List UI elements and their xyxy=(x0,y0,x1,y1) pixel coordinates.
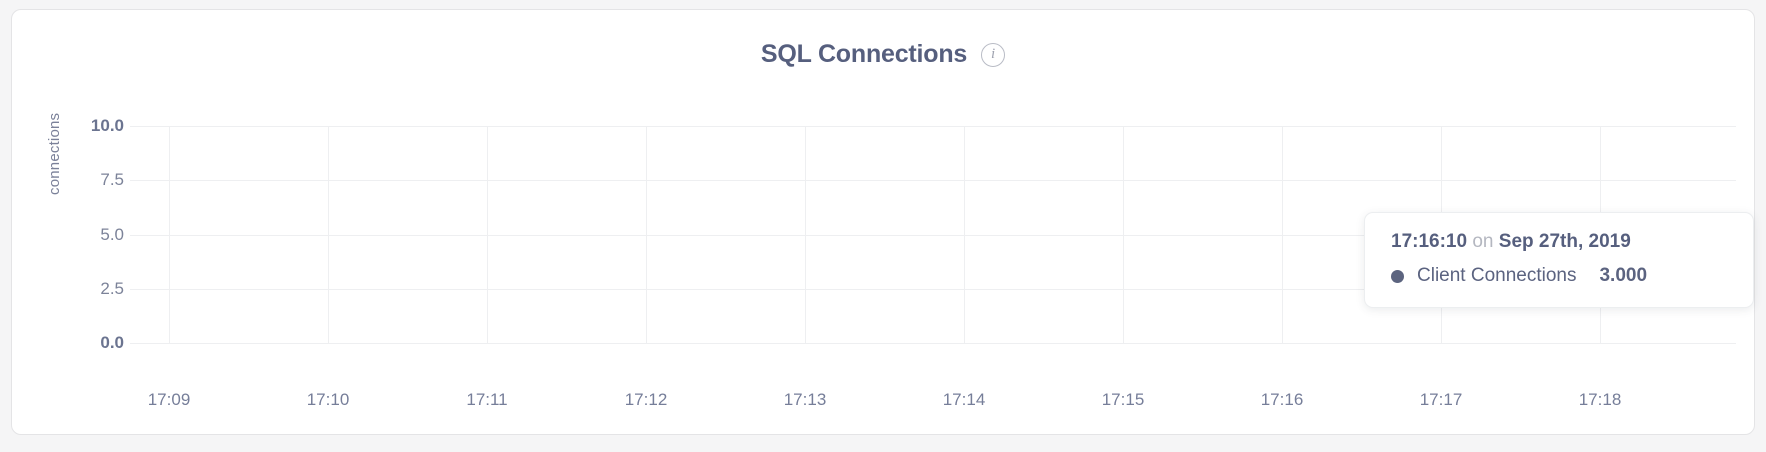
x-tick-label: 17:18 xyxy=(1578,390,1622,409)
x-tick-label: 17:10 xyxy=(306,390,350,409)
series-color-swatch-icon xyxy=(1391,269,1404,283)
x-tick-label: 17:09 xyxy=(147,390,191,409)
x-tick-label: 17:17 xyxy=(1419,390,1463,409)
x-tick-label: 17:12 xyxy=(624,390,668,409)
y-axis-ticks: 10.0 7.5 5.0 2.5 0.0 xyxy=(46,10,124,434)
gridline-vertical xyxy=(1282,126,1283,343)
tooltip-timestamp: 17:16:10 on Sep 27th, 2019 xyxy=(1391,231,1727,253)
gridline-horizontal xyxy=(130,126,1736,127)
gridline-vertical xyxy=(169,126,170,343)
gridline-vertical xyxy=(964,126,965,343)
gridline-horizontal xyxy=(130,180,1736,181)
tooltip-on-word: on xyxy=(1472,231,1494,252)
tooltip-series-row: Client Connections 3.000 xyxy=(1391,265,1727,287)
axis-baseline xyxy=(130,343,1736,344)
tooltip-time: 17:16:10 xyxy=(1391,231,1468,252)
gridline-horizontal xyxy=(130,235,1736,236)
chart-plot-area: connections 10.0 7.5 5.0 2.5 0.0 17:09 1… xyxy=(12,10,1754,434)
x-tick-label: 17:14 xyxy=(942,390,986,409)
y-tick-label: 0.0 xyxy=(100,333,124,352)
gridline-vertical xyxy=(487,126,488,343)
gridline-vertical xyxy=(328,126,329,343)
y-tick-label: 2.5 xyxy=(100,279,124,298)
card-header: SQL Connections i xyxy=(12,40,1754,69)
page-title: SQL Connections xyxy=(760,40,968,68)
sql-connections-card: SQL Connections i connections 10 xyxy=(11,9,1755,435)
tooltip-series-value: 3.000 xyxy=(1599,265,1648,286)
x-tick-label: 17:11 xyxy=(466,390,508,409)
y-tick-label: 7.5 xyxy=(100,170,124,189)
x-tick-label: 17:13 xyxy=(783,390,827,409)
tooltip-series-label: Client Connections xyxy=(1417,265,1577,286)
tooltip-date: Sep 27th, 2019 xyxy=(1498,231,1631,252)
y-tick-label: 10.0 xyxy=(90,116,124,135)
info-icon[interactable]: i xyxy=(981,42,1006,67)
x-tick-label: 17:15 xyxy=(1101,390,1145,409)
gridline-vertical xyxy=(1123,126,1124,343)
gridline-vertical xyxy=(805,126,806,343)
gridline-vertical xyxy=(646,126,647,343)
y-tick-label: 5.0 xyxy=(100,225,124,244)
gridline-horizontal xyxy=(130,289,1736,290)
x-tick-label: 17:16 xyxy=(1260,390,1304,409)
chart-tooltip: 17:16:10 on Sep 27th, 2019 Client Connec… xyxy=(1364,212,1754,308)
